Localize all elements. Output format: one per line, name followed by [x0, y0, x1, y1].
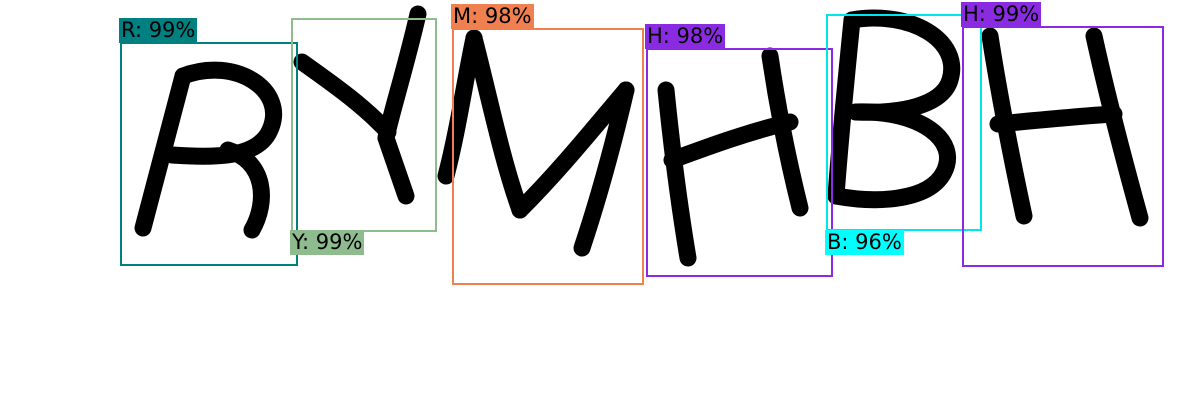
glyph-h-first [657, 47, 809, 267]
detection-box-h-second [962, 26, 1164, 267]
detection-box-b [826, 14, 982, 231]
detection-label-y: Y: 99% [290, 230, 365, 255]
glyph-m [437, 29, 635, 257]
detection-box-m [452, 28, 644, 285]
detection-label-b: B: 96% [825, 230, 904, 255]
glyph-y [293, 5, 427, 205]
detection-box-h-first [646, 48, 833, 277]
detection-label-r: R: 99% [119, 18, 198, 43]
detection-box-y [291, 18, 437, 232]
detection-box-r [120, 42, 298, 266]
glyph-r [134, 61, 283, 239]
detection-label-m: M: 98% [451, 4, 534, 29]
detection-label-h-first: H: 98% [645, 24, 726, 49]
glyph-h-second [981, 27, 1149, 227]
glyph-b [827, 9, 961, 209]
detection-label-h-second: H: 99% [961, 2, 1042, 27]
